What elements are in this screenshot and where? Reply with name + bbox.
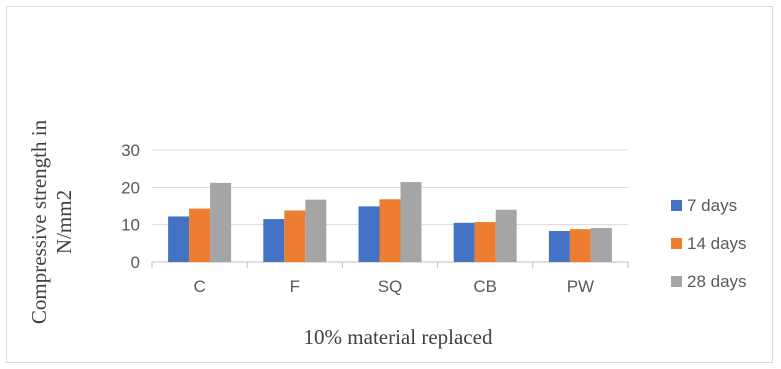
bar-7-days-CB	[453, 222, 475, 262]
chart-area	[6, 6, 773, 363]
x-tick-label: SQ	[378, 277, 403, 296]
legend-swatch	[671, 276, 682, 287]
x-tick-label: CB	[473, 277, 497, 296]
x-tick-label: F	[290, 277, 300, 296]
bar-14-days-SQ	[379, 199, 401, 262]
bar-14-days-PW	[569, 229, 591, 262]
legend-label: 14 days	[687, 234, 747, 253]
legend-swatch	[671, 238, 682, 249]
bar-28-days-C	[210, 182, 232, 262]
legend-label: 28 days	[687, 272, 747, 291]
x-tick-label: C	[193, 277, 205, 296]
bar-7-days-C	[168, 216, 190, 262]
y-axis-title: Compressive strength in N/mm2	[27, 119, 76, 324]
y-tick-label: 30	[121, 141, 140, 160]
bar-14-days-F	[284, 210, 306, 262]
bar-28-days-CB	[495, 209, 517, 262]
bar-7-days-SQ	[358, 206, 380, 262]
bar-28-days-SQ	[400, 182, 422, 262]
legend-swatch	[671, 200, 682, 211]
x-axis-title: 10% material replaced	[304, 325, 493, 349]
y-tick-label: 0	[131, 253, 140, 272]
bar-28-days-F	[305, 199, 327, 262]
bar-28-days-PW	[590, 228, 612, 262]
y-axis-title-line-2: N/mm2	[52, 190, 76, 254]
bar-14-days-CB	[474, 222, 496, 262]
legend: 7 days 14 days 28 days	[671, 196, 747, 291]
bars	[168, 182, 612, 262]
legend-label: 7 days	[687, 196, 737, 215]
x-axis-ticks: C F SQ CB PW	[151, 262, 629, 296]
y-tick-label: 10	[121, 216, 140, 235]
bar-7-days-PW	[548, 231, 570, 262]
bar-7-days-F	[263, 219, 285, 262]
y-tick-label: 20	[121, 178, 140, 197]
bar-14-days-C	[189, 208, 211, 262]
y-axis-title-line-1: Compressive strength in	[27, 119, 51, 324]
x-tick-label: PW	[567, 277, 594, 296]
y-axis-ticks: 0 10 20 30	[121, 141, 140, 272]
